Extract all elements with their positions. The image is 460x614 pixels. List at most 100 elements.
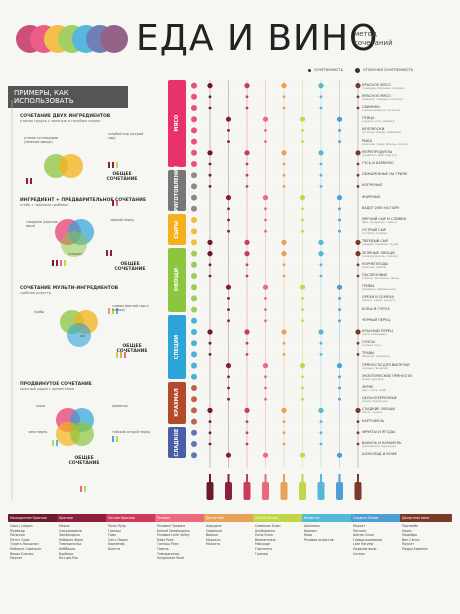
pairing-dot bbox=[245, 420, 249, 423]
pairing-dot bbox=[301, 386, 304, 390]
pairing-dot bbox=[299, 284, 306, 290]
food-label: КОПЧЕНЫЕ bbox=[362, 183, 418, 187]
food-icon bbox=[191, 362, 197, 369]
food-icon bbox=[191, 149, 197, 156]
pairing-dot bbox=[301, 308, 304, 311]
wine-varietal: Зинфандель bbox=[59, 533, 81, 538]
food-name: ГУСЬ И БАРБЕКЮ bbox=[362, 161, 394, 165]
example-1: СОЧЕТАНИЕ ДВУХ ИНГРЕДИЕНТОВ утиная грудк… bbox=[20, 114, 150, 182]
food-label: БОБЫ И ГОРОХ bbox=[362, 307, 418, 311]
example-1-sub: утиная грудка с зеленью и голубым сыром bbox=[20, 119, 100, 123]
example-2-label-b: черный перец bbox=[110, 218, 134, 222]
food-name: КОРНЕПЛОДЫ bbox=[362, 261, 389, 266]
pairing-dot bbox=[225, 452, 232, 458]
pairing-dot bbox=[282, 106, 286, 110]
food-name: ТРАВЫ bbox=[362, 351, 375, 356]
pairing-dot bbox=[318, 407, 324, 413]
food-examples: (трюфель, шампиньоны) bbox=[362, 288, 396, 292]
food-icon bbox=[191, 441, 197, 447]
food-label: ЦЕЛЬНОЗЕРНОВЫЕ (киноа, бурый рис) bbox=[362, 396, 418, 404]
food-name: ПРЯНОСТИ ДЛЯ ВЫПЕЧКИ bbox=[362, 362, 410, 367]
wine-group-6: Игристое Шампань Креман Кава Розовое игристо… bbox=[302, 514, 354, 542]
food-examples: (морская, тунец, форель, лосось) bbox=[362, 142, 408, 146]
food-name: КАРТОФЕЛЬ bbox=[362, 418, 385, 423]
wine-varietals: Портвейн Херес Мадейра Вин Санто Мускат Педро… bbox=[400, 524, 452, 552]
wine-bottle-icon bbox=[354, 474, 362, 500]
pairing-dot bbox=[208, 173, 212, 177]
food-examples: (свинина, говядина, ветчина) bbox=[362, 97, 403, 101]
wine-group-2: Легкое Красное Пино Нуар Гренаш Гамэ Сент-Ло… bbox=[106, 514, 158, 552]
example-2-title: ИНГРЕДИЕНТ + ПРЕДВАРИТЕЛЬНОЕ СОЧЕТАНИЕ bbox=[20, 198, 147, 203]
wine-varietal: Мюскаде bbox=[255, 542, 271, 547]
food-name: КРАСНОЕ МЯСО bbox=[362, 82, 391, 87]
pairing-dot bbox=[207, 150, 213, 156]
food-label: МОЛЛЮСКИ (устрицы, мидии, гребешки) bbox=[362, 127, 418, 135]
food-examples: (рис, паста, хлеб) bbox=[362, 389, 387, 392]
food-name: ОСТРЫЙ СЫР bbox=[362, 228, 386, 233]
pairing-dot bbox=[264, 140, 267, 143]
food-examples: (голубой, рокфор) bbox=[362, 232, 387, 236]
food-icon bbox=[191, 93, 197, 100]
wine-varietal: Темпранильо bbox=[157, 551, 180, 556]
pairing-dot bbox=[318, 83, 324, 89]
food-label: КАРТОФЕЛЬ bbox=[362, 419, 418, 423]
example-4-sub: красный карри с креветками bbox=[20, 387, 74, 391]
pairing-dot bbox=[338, 140, 341, 143]
example-3-label-c: рис bbox=[80, 334, 86, 338]
pairing-dot bbox=[245, 341, 249, 345]
pairing-dot bbox=[356, 95, 360, 99]
wine-varietal: Портвейн bbox=[402, 524, 419, 528]
pairing-dot bbox=[336, 116, 343, 122]
food-examples: (крем-брюле, пирожное) bbox=[362, 445, 396, 448]
pairing-dot bbox=[208, 263, 212, 267]
pairing-dot bbox=[338, 319, 341, 323]
example-4: ПРОДВИНУТОЕ СОЧЕТАНИЕ красный карри с кр… bbox=[20, 382, 150, 466]
pairing-dot bbox=[301, 218, 304, 222]
food-icon bbox=[191, 217, 197, 223]
pairing-dot bbox=[245, 353, 249, 356]
food-icon bbox=[191, 418, 197, 425]
food-name: ЗЕЛЕНЫЕ ОВОЩИ bbox=[362, 250, 395, 255]
example-2-common: ОБЩЕЕ СОЧЕТАНИЕ bbox=[114, 262, 146, 272]
wine-varietal: Мурведр bbox=[10, 528, 25, 533]
food-name: ЧЕРНЫЙ ПЕРЕЦ bbox=[362, 317, 391, 322]
wine-varietal: Гренаш bbox=[108, 528, 121, 533]
pairing-dot bbox=[319, 95, 323, 99]
wine-varietal: Темпранильо bbox=[59, 542, 82, 547]
food-icon bbox=[191, 194, 197, 201]
food-name: БОБЫ И ГОРОХ bbox=[362, 306, 390, 311]
food-examples: (кари, куркума) bbox=[362, 377, 384, 381]
wine-varietal: Грюнер bbox=[255, 551, 268, 556]
pairing-dot bbox=[338, 297, 341, 300]
pairing-dot bbox=[282, 341, 286, 345]
pairing-dot bbox=[282, 185, 286, 188]
pairing-dot bbox=[318, 329, 324, 335]
food-icon bbox=[191, 295, 197, 302]
pairing-dot bbox=[301, 229, 304, 233]
pairing-dot bbox=[245, 162, 249, 166]
wine-varietal: Сира / Шираз bbox=[10, 524, 33, 528]
pairing-dot bbox=[245, 106, 249, 110]
food-icon bbox=[191, 183, 197, 190]
food-label: ПРЯНОСТИ ДЛЯ ВЫПЕЧКИ (корица, гвоздика) bbox=[362, 363, 418, 371]
food-icon bbox=[191, 373, 197, 380]
wine-varietal: Розовое игристое bbox=[304, 537, 334, 542]
pairing-dot bbox=[301, 129, 304, 132]
logo-circles bbox=[16, 25, 128, 53]
pairing-dot bbox=[338, 308, 341, 311]
pairing-dot bbox=[281, 83, 287, 89]
wine-varietals: Москат Рислинг Шенен Блан Гевюрцтраминер Lat… bbox=[351, 524, 403, 556]
pairing-dot bbox=[301, 319, 304, 323]
pairing-dot bbox=[336, 284, 343, 290]
wine-varietal: Гарганега bbox=[255, 546, 273, 551]
example-4-label-c: чили перец bbox=[28, 430, 48, 434]
pairing-dot bbox=[319, 263, 323, 267]
category-label: СЫРЫ bbox=[174, 220, 180, 239]
food-icon bbox=[191, 429, 197, 436]
wine-varietal: Каберне Фран bbox=[59, 537, 84, 542]
pairing-dot bbox=[356, 353, 360, 356]
food-name: ЖАРЕНЫЕ bbox=[362, 194, 381, 199]
examples-graphics bbox=[11, 100, 126, 500]
category-2: СЫРЫ bbox=[168, 214, 186, 245]
wine-varietal: Херес bbox=[402, 528, 412, 533]
